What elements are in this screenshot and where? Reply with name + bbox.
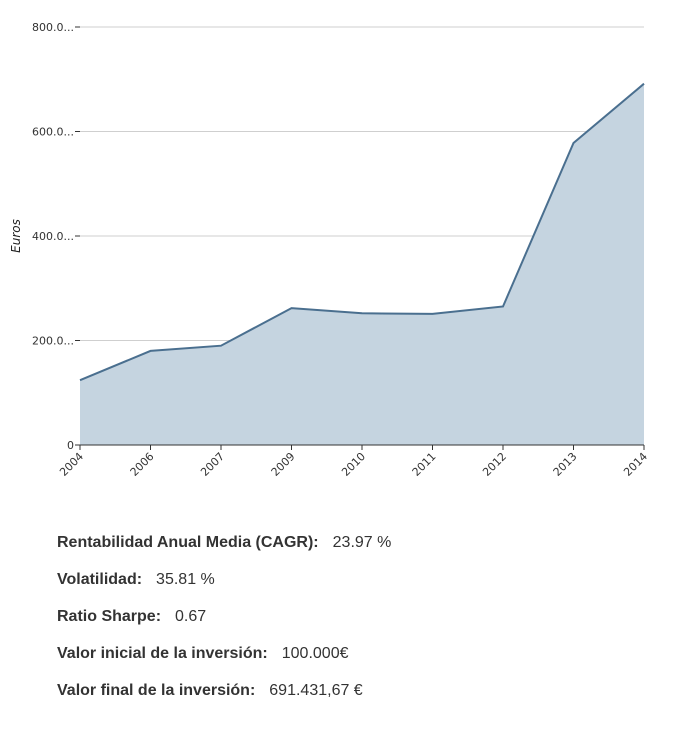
- stat-label: Valor inicial de la inversión:: [57, 645, 268, 662]
- y-tick-label: 600.0...: [32, 126, 74, 139]
- y-axis-ticks: 0 200.0... 400.0... 600.0... 800.0...: [32, 21, 80, 452]
- stat-label: Rentabilidad Anual Media (CAGR):: [57, 534, 319, 551]
- x-axis-ticks: 2004 2006 2007 2009 2010 2011 2012 2013 2014: [57, 445, 650, 479]
- x-tick-label: 2014: [621, 450, 650, 479]
- statistics-panel: Rentabilidad Anual Media (CAGR): 23.97 % …: [57, 528, 657, 713]
- series-line: [79, 82, 645, 382]
- stat-volatility: Volatilidad: 35.81 %: [57, 565, 657, 602]
- x-tick-label: 2010: [339, 450, 368, 479]
- x-tick-label: 2004: [57, 450, 86, 479]
- y-tick-label: 400.0...: [32, 230, 74, 243]
- stat-value: 23.97 %: [332, 534, 392, 551]
- x-tick-label: 2006: [128, 450, 157, 479]
- x-tick-label: 2013: [551, 450, 580, 479]
- y-tick-label: 200.0...: [32, 335, 74, 348]
- stat-value: 0.67: [175, 608, 207, 625]
- stat-value: 35.81 %: [156, 571, 215, 588]
- stat-label: Volatilidad:: [57, 571, 143, 588]
- stat-initial-value: Valor inicial de la inversión: 100.000€: [57, 639, 657, 676]
- stat-label: Ratio Sharpe:: [57, 608, 162, 625]
- stat-sharpe: Ratio Sharpe: 0.67: [57, 602, 657, 639]
- y-tick-label: 800.0...: [32, 21, 74, 34]
- y-axis-label: Euros: [9, 219, 23, 253]
- area-fill: [80, 83, 644, 445]
- stat-value: 100.000€: [281, 645, 349, 662]
- y-tick-label: 0: [67, 439, 74, 452]
- x-tick-label: 2012: [480, 450, 509, 479]
- stat-final-value: Valor final de la inversión: 691.431,67 €: [57, 676, 657, 713]
- stat-cagr: Rentabilidad Anual Media (CAGR): 23.97 %: [57, 528, 657, 565]
- stat-value: 691.431,67 €: [269, 682, 363, 699]
- x-tick-label: 2011: [410, 450, 439, 479]
- x-tick-label: 2007: [198, 450, 227, 479]
- x-tick-label: 2009: [269, 450, 298, 479]
- stat-label: Valor final de la inversión:: [57, 682, 256, 699]
